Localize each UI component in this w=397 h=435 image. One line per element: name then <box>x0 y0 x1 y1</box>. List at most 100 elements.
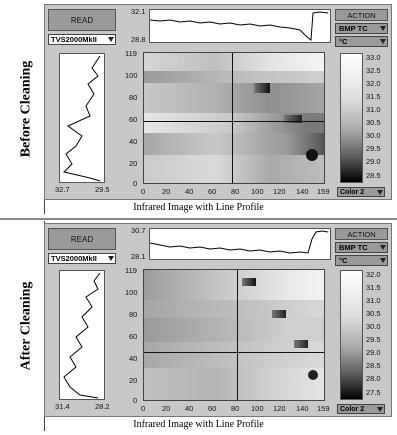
vertical-line-profile <box>59 270 105 400</box>
vertical-profile-left: 31.4 <box>55 402 70 411</box>
before-cleaning-section: Before Cleaning READ TVS2000MkII 32.1 28… <box>0 0 397 216</box>
chevron-down-icon <box>108 256 114 261</box>
horizontal-line-profile <box>149 228 331 260</box>
y-tick: 60 <box>129 115 138 124</box>
top-profile-max: 30.7 <box>131 226 146 235</box>
y-tick: 100 <box>125 71 138 80</box>
x-tick: 80 <box>231 404 240 413</box>
chevron-down-icon <box>380 26 386 31</box>
x-tick: 159 <box>317 404 330 413</box>
x-tick: 80 <box>231 187 240 196</box>
section-sidebar: Before Cleaning <box>8 4 45 214</box>
palette-select[interactable]: Color 2 <box>337 187 385 197</box>
chevron-down-icon <box>380 245 386 250</box>
sensor-select[interactable]: TVS2000MkII <box>48 34 116 45</box>
x-tick: 40 <box>185 404 194 413</box>
scale-tick: 32.0 <box>366 270 381 279</box>
infrared-image[interactable] <box>143 52 325 184</box>
after-cleaning-section: After Cleaning READ TVS2000MkII 30.7 28.… <box>0 221 397 433</box>
x-tick: 140 <box>296 404 309 413</box>
y-tick: 60 <box>129 332 138 341</box>
scale-tick: 31.0 <box>366 296 381 305</box>
chevron-down-icon <box>108 37 114 42</box>
figure-caption: Infrared Image with Line Profile <box>133 202 264 213</box>
palette-select[interactable]: Color 2 <box>337 404 385 414</box>
vertical-profile-right: 29.5 <box>95 185 110 194</box>
thermal-panel: READ TVS2000MkII 30.7 28.1 31.4 28.2 <box>44 223 392 417</box>
scale-tick: 29.5 <box>366 144 381 153</box>
scale-tick: 32.0 <box>366 79 381 88</box>
crosshair-horizontal[interactable] <box>144 352 324 353</box>
vertical-profile-left: 32.7 <box>55 185 70 194</box>
vertical-line-profile <box>59 53 105 183</box>
figure-caption: Infrared Image with Line Profile <box>133 419 264 430</box>
y-tick: 20 <box>129 159 138 168</box>
scale-tick: 28.5 <box>366 361 381 370</box>
vertical-profile-curve <box>63 272 101 399</box>
x-tick: 60 <box>208 404 217 413</box>
read-button[interactable]: READ <box>48 228 116 250</box>
palette-value: Color 2 <box>340 406 365 413</box>
y-tick: 80 <box>129 93 138 102</box>
y-tick: 80 <box>129 310 138 319</box>
x-tick: 159 <box>317 187 330 196</box>
horizontal-profile-curve <box>149 230 329 254</box>
y-tick: 40 <box>129 354 138 363</box>
unit-select[interactable]: °C <box>335 255 388 266</box>
read-button[interactable]: READ <box>48 9 116 31</box>
x-tick: 100 <box>251 404 264 413</box>
section-label: Before Cleaning <box>18 60 34 158</box>
crosshair-vertical[interactable] <box>237 270 238 400</box>
section-sidebar: After Cleaning <box>8 221 45 431</box>
section-label: After Cleaning <box>18 281 34 371</box>
top-profile-min: 28.8 <box>131 35 146 44</box>
x-tick: 120 <box>273 187 286 196</box>
top-profile-max: 32.1 <box>131 7 146 16</box>
x-tick: 0 <box>141 187 146 196</box>
crosshair-vertical[interactable] <box>232 53 233 183</box>
x-tick: 120 <box>273 404 286 413</box>
temperature-color-scale <box>340 270 363 400</box>
sensor-value: TVS2000MkII <box>51 254 97 263</box>
scale-tick: 31.0 <box>366 105 381 114</box>
scale-tick: 30.0 <box>366 131 381 140</box>
x-tick: 140 <box>296 187 309 196</box>
y-tick: 119 <box>125 49 137 58</box>
vertical-profile-curve <box>63 55 101 182</box>
scale-tick: 29.0 <box>366 157 381 166</box>
infrared-image[interactable] <box>143 269 325 401</box>
chevron-down-icon <box>377 407 383 412</box>
unit-value: °C <box>339 256 348 265</box>
scale-tick: 30.5 <box>366 118 381 127</box>
action-button[interactable]: ACTION <box>335 9 388 21</box>
mode-select[interactable]: BMP TC <box>335 23 388 34</box>
action-button[interactable]: ACTION <box>335 228 388 240</box>
y-tick: 0 <box>133 179 138 188</box>
scale-tick: 28.0 <box>366 374 381 383</box>
scale-tick: 29.0 <box>366 348 381 357</box>
x-tick: 40 <box>185 187 194 196</box>
horizontal-profile-curve <box>149 11 329 41</box>
mode-value: BMP TC <box>339 24 368 33</box>
vertical-profile-right: 28.2 <box>95 402 110 411</box>
mode-select[interactable]: BMP TC <box>335 242 388 253</box>
y-tick: 119 <box>125 266 137 275</box>
scale-tick: 33.0 <box>366 53 381 62</box>
thermal-panel: READ TVS2000MkII 32.1 28.8 32.7 29.5 <box>44 4 392 200</box>
crosshair-horizontal[interactable] <box>144 121 324 122</box>
scale-tick: 29.5 <box>366 335 381 344</box>
sensor-select[interactable]: TVS2000MkII <box>48 253 116 264</box>
x-tick: 100 <box>251 187 264 196</box>
x-tick: 20 <box>162 187 171 196</box>
x-tick: 20 <box>162 404 171 413</box>
unit-select[interactable]: °C <box>335 36 388 47</box>
temperature-color-scale <box>340 53 363 183</box>
scale-tick: 28.5 <box>366 171 381 180</box>
section-divider <box>0 218 397 220</box>
sensor-value: TVS2000MkII <box>51 35 97 44</box>
scale-tick: 30.5 <box>366 309 381 318</box>
scale-tick: 31.5 <box>366 283 381 292</box>
chevron-down-icon <box>380 258 386 263</box>
top-profile-min: 28.1 <box>131 252 146 261</box>
chevron-down-icon <box>380 39 386 44</box>
